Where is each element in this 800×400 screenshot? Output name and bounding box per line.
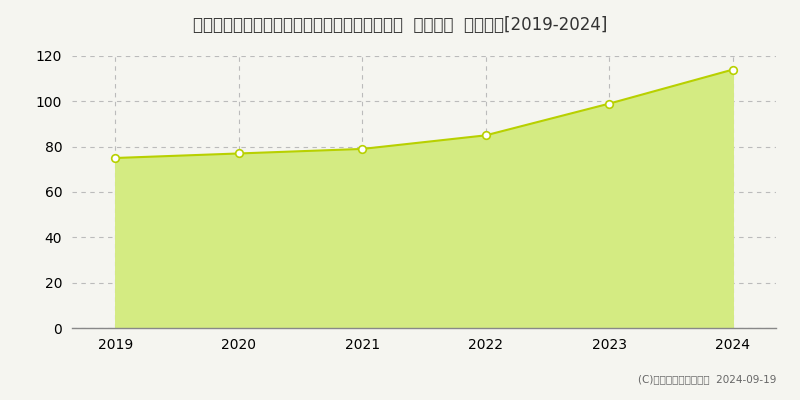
Point [726, 66, 739, 73]
Point [356, 146, 369, 152]
Text: 千葉県流山市おおたかの森西１丁目２８番４外  基準地価  地価推移[2019-2024]: 千葉県流山市おおたかの森西１丁目２８番４外 基準地価 地価推移[2019-202… [193, 16, 607, 34]
Text: (C)土地価格ドットコム  2024-09-19: (C)土地価格ドットコム 2024-09-19 [638, 374, 776, 384]
Point [479, 132, 492, 138]
Point [232, 150, 245, 157]
Point [109, 155, 122, 161]
Point [603, 100, 616, 107]
